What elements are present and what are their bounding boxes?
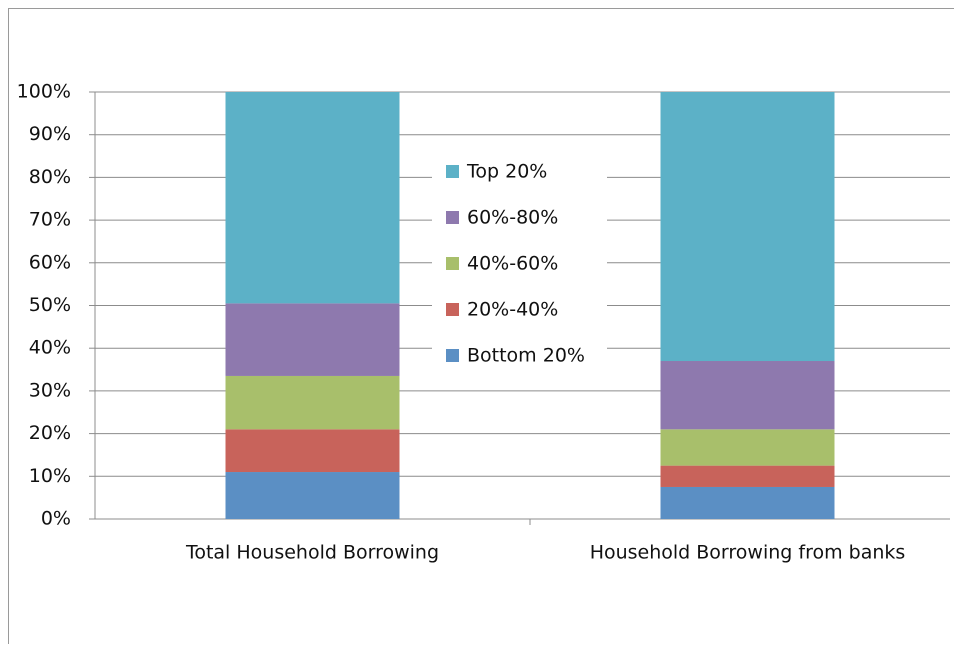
bar-segment xyxy=(661,361,835,429)
legend-label: 20%-40% xyxy=(467,299,558,321)
legend-swatch xyxy=(446,165,459,178)
legend-label: 60%-80% xyxy=(467,207,558,229)
bar-segment xyxy=(661,429,835,465)
y-tick-label: 20% xyxy=(29,422,71,444)
legend-swatch xyxy=(446,349,459,362)
x-tick-label: Total Household Borrowing xyxy=(185,542,439,564)
bar-segment xyxy=(226,92,400,303)
legend-label: 40%-60% xyxy=(467,253,558,275)
y-tick-label: 40% xyxy=(29,337,71,359)
legend-swatch xyxy=(446,211,459,224)
bar-segment xyxy=(226,429,400,472)
y-tick-label: 90% xyxy=(29,123,71,145)
bar-segment xyxy=(661,92,835,361)
y-tick-label: 0% xyxy=(41,508,71,530)
y-tick-label: 60% xyxy=(29,251,71,273)
y-tick-label: 10% xyxy=(29,465,71,487)
y-tick-label: 80% xyxy=(29,166,71,188)
bar-segment xyxy=(226,472,400,519)
bar-segment xyxy=(661,466,835,487)
bar-segment xyxy=(661,487,835,519)
bar-segment xyxy=(226,376,400,429)
y-tick-label: 30% xyxy=(29,379,71,401)
y-tick-label: 100% xyxy=(17,81,71,103)
legend-swatch xyxy=(446,303,459,316)
x-tick-label: Household Borrowing from banks xyxy=(590,542,906,564)
legend-label: Bottom 20% xyxy=(467,345,585,367)
y-tick-label: 70% xyxy=(29,209,71,231)
legend-label: Top 20% xyxy=(466,161,547,183)
bar-segment xyxy=(226,303,400,376)
y-tick-label: 50% xyxy=(29,294,71,316)
legend-swatch xyxy=(446,257,459,270)
